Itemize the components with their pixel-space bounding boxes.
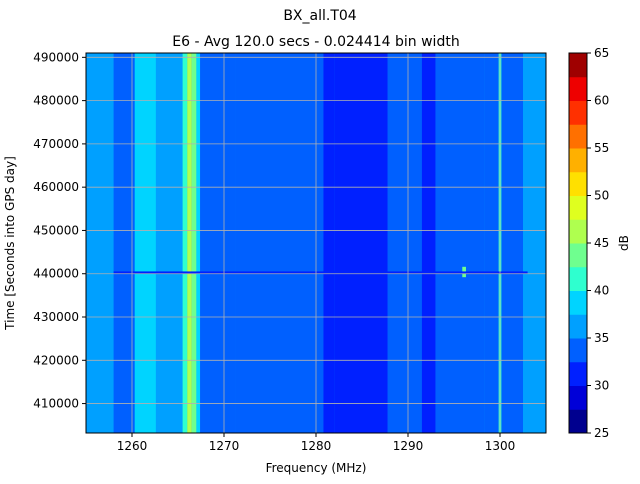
x-tick-label-4: 1300: [485, 439, 516, 453]
grid-lines: [86, 53, 546, 433]
colorbar-level-2: [569, 361, 587, 386]
colorbar-level-9: [569, 195, 587, 220]
colorbar-level-4: [569, 314, 587, 339]
y-tick-label-1: 420000: [33, 353, 79, 367]
heatmap-band-15: [484, 53, 523, 433]
heatmap-band-8: [200, 53, 236, 433]
y-tick-label-6: 470000: [33, 137, 79, 151]
x-tick-label-2: 1280: [301, 439, 332, 453]
y-tick-label-2: 430000: [33, 310, 79, 324]
colorbar-tick-label-0: 25: [594, 426, 609, 440]
chart-subtitle: E6 - Avg 120.0 secs - 0.024414 bin width: [172, 34, 459, 50]
colorbar-level-7: [569, 243, 587, 268]
heatmap-interference-line: [113, 271, 528, 274]
heatmap-band-7: [196, 53, 201, 433]
y-tick-label-8: 490000: [33, 50, 79, 64]
colorbar-level-13: [569, 100, 587, 125]
colorbar-label: dB: [617, 235, 631, 251]
heatmap-band-4: [182, 53, 188, 433]
heatmap-band-3: [155, 53, 183, 433]
heatmap-band-1: [113, 53, 135, 433]
heatmap-band-6: [191, 53, 197, 433]
colorbar-level-1: [569, 385, 587, 410]
heatmap-band-16: [523, 53, 546, 433]
heatmap-band-9: [235, 53, 324, 433]
colorbar: 25 30 35 40 45 50 55 60 65: [568, 46, 609, 440]
colorbar-level-5: [569, 290, 587, 315]
y-tick-label-4: 450000: [33, 223, 79, 237]
x-tick-label-3: 1290: [393, 439, 424, 453]
colorbar-level-3: [569, 338, 587, 363]
y-tick-label-7: 480000: [33, 94, 79, 108]
heatmap-band-12: [387, 53, 422, 433]
colorbar-tick-label-3: 40: [594, 284, 609, 298]
colorbar-tick-label-6: 55: [594, 141, 609, 155]
colorbar-level-14: [569, 76, 587, 101]
colorbar-tick-label-2: 35: [594, 331, 609, 345]
heatmap-band-5: [187, 53, 192, 433]
colorbar-tick-label-1: 30: [594, 379, 609, 393]
y-axis-label: Time [Seconds into GPS day]: [3, 156, 17, 331]
x-tick-label-1: 1270: [209, 439, 240, 453]
heatmap-band-2: [134, 53, 156, 433]
colorbar-level-10: [569, 171, 587, 196]
chart-title: BX_all.T04: [283, 8, 356, 24]
colorbar-tick-label-5: 50: [594, 189, 609, 203]
x-tick-label-0: 1260: [117, 439, 148, 453]
colorbar-level-11: [569, 148, 587, 173]
heatmap-band-0: [86, 53, 114, 433]
colorbar-tick-label-7: 60: [594, 94, 609, 108]
axes: 1260 1270 1280 1290 1300 410000 420000 430000 44…: [33, 50, 547, 453]
heatmap-band-10: [323, 53, 335, 433]
colorbar-tick-label-8: 65: [594, 46, 609, 60]
y-tick-label-5: 460000: [33, 180, 79, 194]
colorbar-level-12: [569, 124, 587, 149]
x-axis-label: Frequency (MHz): [266, 461, 367, 475]
colorbar-tick-label-4: 45: [594, 236, 609, 250]
y-tick-label-3: 440000: [33, 267, 79, 281]
heatmap-band-14: [435, 53, 485, 433]
y-tick-label-0: 410000: [33, 397, 79, 411]
colorbar-level-0: [569, 409, 587, 434]
heatmap-band-11: [334, 53, 388, 433]
colorbar-level-6: [569, 266, 587, 291]
heatmap-band-13: [421, 53, 436, 433]
colorbar-level-8: [569, 219, 587, 244]
colorbar-level-15: [569, 53, 587, 78]
